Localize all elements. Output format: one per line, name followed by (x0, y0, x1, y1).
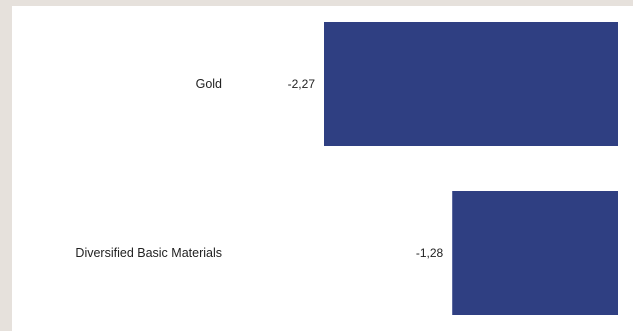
value-label: -1,28 (416, 246, 444, 260)
category-label: Gold (196, 77, 222, 91)
bar-diversified-basic-materials (452, 191, 618, 315)
bar-gold (324, 22, 618, 146)
category-label: Diversified Basic Materials (75, 246, 222, 260)
value-label: -2,27 (288, 77, 316, 91)
labels: Gold -2,27 Diversified Basic Materials -1,2… (75, 77, 443, 260)
bars (324, 22, 618, 315)
